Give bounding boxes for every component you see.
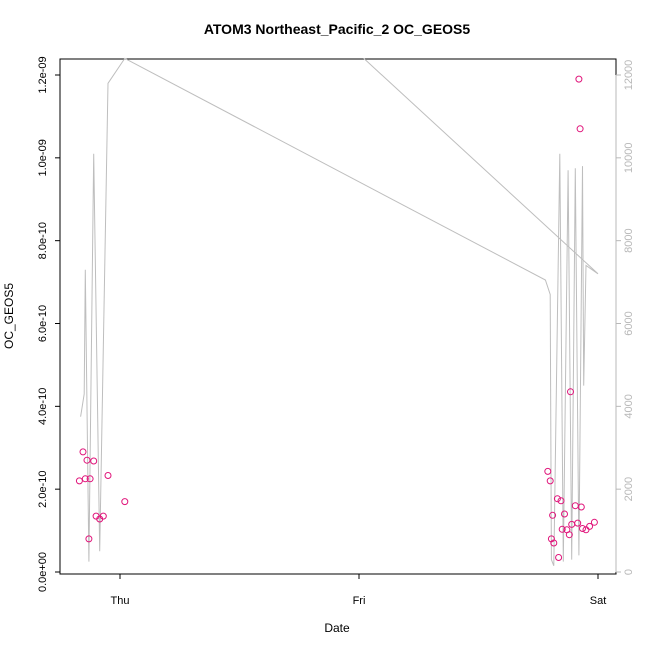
x-axis-label: Date (324, 621, 350, 635)
data-point (565, 531, 573, 539)
chart-title: ATOM3 Northeast_Pacific_2 OC_GEOS5 (204, 21, 471, 37)
series-line-layer (80, 57, 599, 566)
right-tick-label: 4000 (623, 394, 635, 418)
right-tick-label: 12000 (623, 60, 635, 91)
left-tick-label: 1.2e-09 (37, 56, 49, 93)
data-point (81, 475, 89, 483)
data-point (83, 456, 91, 464)
data-point (90, 457, 98, 465)
data-point (75, 477, 83, 485)
data-point (85, 535, 93, 543)
data-point (553, 495, 561, 503)
y-axis-label: OC_GEOS5 (2, 283, 16, 349)
left-tick-label: 8.0e-10 (37, 222, 49, 259)
data-point (549, 511, 557, 519)
data-point (571, 502, 579, 510)
data-point (575, 75, 583, 83)
data-point (99, 512, 107, 520)
right-tick-label: 0 (623, 569, 635, 575)
right-tick-label: 8000 (623, 228, 635, 252)
x-tick-label: Sat (590, 595, 607, 607)
series-line (80, 57, 599, 566)
left-tick-label: 6.0e-10 (37, 305, 49, 342)
right-tick-label: 2000 (623, 477, 635, 501)
right-tick-label: 6000 (623, 311, 635, 335)
left-tick-label: 4.0e-10 (37, 388, 49, 425)
right-axis: 0 2000 4000 6000 8000 10000 12000 (615, 60, 635, 575)
data-point (121, 498, 129, 506)
data-point (574, 519, 582, 527)
data-point (546, 477, 554, 485)
data-point (86, 475, 94, 483)
data-point (558, 525, 566, 533)
left-tick-label: 1.0e-09 (37, 139, 49, 176)
data-point (561, 510, 568, 518)
data-point (544, 467, 552, 475)
data-point (104, 472, 112, 479)
data-point (79, 448, 87, 456)
data-point (567, 388, 574, 396)
data-point (550, 539, 558, 547)
data-point (579, 525, 586, 532)
left-axis: 0.0e+00 2.0e-10 4.0e-10 6.0e-10 8.0e-10 1.0e-… (37, 56, 61, 592)
data-point (586, 522, 594, 530)
series-points-layer (75, 75, 598, 561)
right-tick-label: 10000 (623, 143, 635, 174)
plot-box (59, 58, 617, 575)
data-point (557, 497, 565, 505)
data-point (582, 526, 590, 534)
data-point (576, 125, 584, 133)
x-tick-label: Thu (111, 595, 130, 607)
x-axis: Thu Fri Sat (111, 574, 607, 607)
left-tick-label: 0.0e+00 (37, 552, 49, 592)
data-point (555, 554, 563, 561)
data-point (577, 503, 585, 511)
left-tick-label: 2.0e-10 (37, 471, 49, 508)
data-point (590, 518, 598, 526)
x-tick-label: Fri (353, 595, 366, 607)
